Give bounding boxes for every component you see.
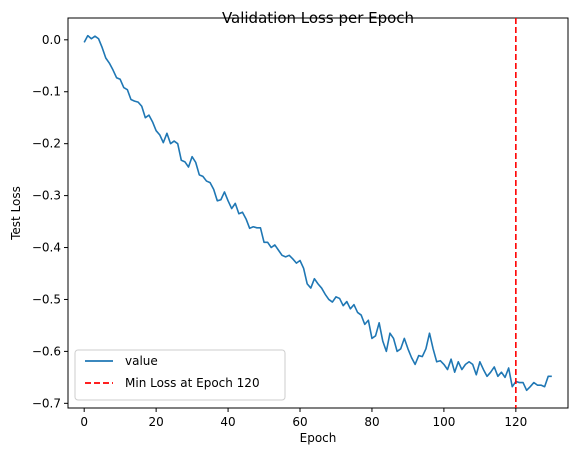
legend-label-value: value <box>125 354 158 368</box>
y-tick-label: −0.5 <box>32 292 61 306</box>
plot-area: 0 20 40 60 80 100 120 0.0 −0.1 −0.2 −0.3 −0.4 −0.5 −… <box>32 17 569 429</box>
x-axis-label: Epoch <box>300 431 337 445</box>
x-tick-label: 60 <box>292 415 307 429</box>
x-tick-label: 100 <box>432 415 455 429</box>
y-tick-label: −0.2 <box>32 137 61 151</box>
y-tick-label: 0.0 <box>42 33 61 47</box>
y-tick-label: −0.4 <box>32 241 61 255</box>
y-tick-label: −0.7 <box>32 396 61 410</box>
legend-box <box>74 349 286 401</box>
x-tick-label: 80 <box>364 415 379 429</box>
plot-frame <box>67 17 569 409</box>
y-tick-label: −0.1 <box>32 85 61 99</box>
legend: value Min Loss at Epoch 120 <box>74 349 286 401</box>
series-layer <box>83 18 552 408</box>
y-axis-label: Test Loss <box>9 186 23 241</box>
x-tick-label: 0 <box>80 415 88 429</box>
y-tick-label: −0.6 <box>32 344 61 358</box>
x-tick-label: 40 <box>220 415 235 429</box>
series-line-value <box>83 34 552 392</box>
y-tick-label: −0.3 <box>32 189 61 203</box>
y-axis: 0.0 −0.1 −0.2 −0.3 −0.4 −0.5 −0.6 −0.7 <box>32 33 68 410</box>
x-tick-label: 20 <box>148 415 163 429</box>
x-axis: 0 20 40 60 80 100 120 <box>80 408 527 429</box>
legend-label-min-loss: Min Loss at Epoch 120 <box>125 376 260 390</box>
x-tick-label: 120 <box>504 415 527 429</box>
